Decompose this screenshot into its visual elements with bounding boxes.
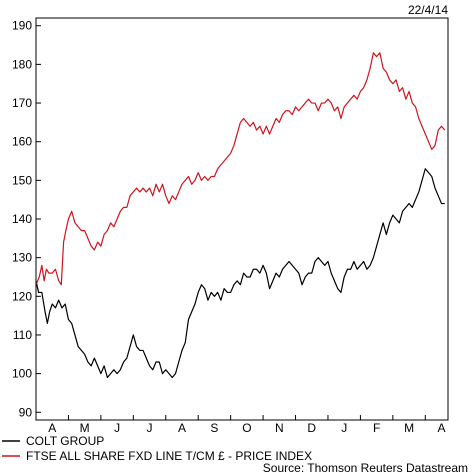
y-tick-label: 90 [19,405,33,419]
y-tick-label: 160 [12,135,32,149]
y-tick-label: 110 [13,328,32,342]
plot-frame [35,17,449,421]
x-tick-label: A [48,421,56,435]
x-tick-label: J [147,421,153,435]
y-tick-label: 170 [12,96,32,110]
y-tick-label: 140 [12,212,32,226]
x-tick-label: N [275,421,284,435]
legend: COLT GROUP FTSE ALL SHARE FXD LINE T/CM … [2,434,312,463]
x-tick-label: S [210,421,218,435]
x-tick-label: M [404,421,414,435]
x-tick-label: F [373,421,380,435]
source-note: Source: Thomson Reuters Datastream [263,461,468,475]
x-tick-label: J [341,421,347,435]
series-layer [35,52,446,379]
y-tick-label: 120 [12,289,32,303]
y-axis: 90 100 110 120 130 140 150 160 170 180 190 [12,19,41,419]
date-stamp: 22/4/14 [408,3,448,17]
x-tick-label: O [242,421,251,435]
y-tick-label: 150 [12,173,32,187]
y-tick-label: 130 [12,251,32,265]
y-tick-label: 190 [12,19,32,33]
legend-label-ftse: FTSE ALL SHARE FXD LINE T/CM £ - PRICE I… [26,449,312,463]
x-tick-label: D [307,421,316,435]
y-tick-label: 100 [12,367,32,381]
series-line-0 [35,168,445,379]
x-tick-label: A [178,421,186,435]
legend-label-colt: COLT GROUP [26,434,104,448]
series-line-1 [35,52,446,286]
x-tick-label: J [114,421,120,435]
x-tick-label: M [80,421,90,435]
y-tick-label: 180 [12,57,32,71]
x-tick-label: A [438,421,446,435]
